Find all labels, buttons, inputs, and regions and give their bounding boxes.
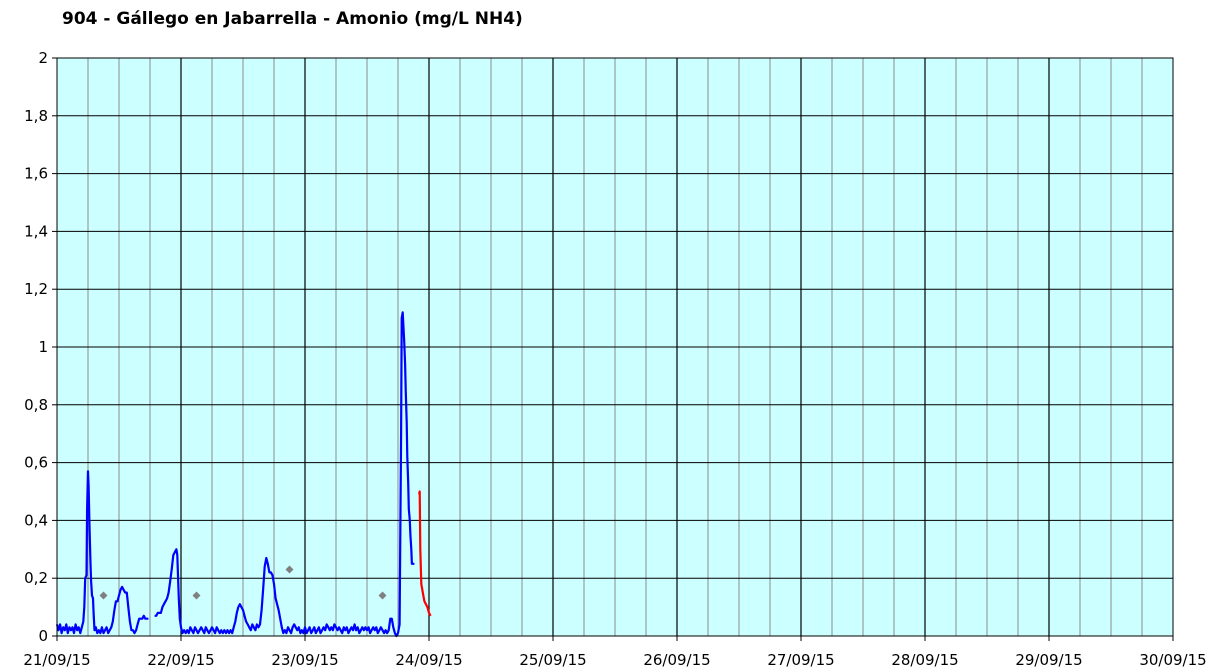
x-tick-label: 23/09/15: [271, 651, 338, 669]
y-tick-label: 0,4: [24, 511, 48, 529]
y-tick-label: 0,8: [24, 396, 48, 414]
series-line-blue: [154, 311, 415, 638]
y-tick-label: 1,6: [24, 165, 48, 183]
data-point-marker: [378, 591, 387, 600]
data-point-marker: [99, 591, 108, 600]
x-tick-label: 25/09/15: [519, 651, 586, 669]
x-tick-label: 26/09/15: [643, 651, 710, 669]
major-gridlines: [57, 58, 1173, 636]
x-tick-label: 24/09/15: [395, 651, 462, 669]
series-line-blue: [55, 470, 149, 635]
y-tick-label: 0,6: [24, 454, 48, 472]
x-axis: 21/09/15 22/09/15 23/09/15 24/09/15 25/09/15…: [23, 636, 1207, 669]
x-tick-label: 29/09/15: [1015, 651, 1082, 669]
y-axis: 0 0,2 0,4 0,6 0,8 1 1,2 1,4 1,6 1,8 2: [24, 49, 57, 645]
y-tick-label: 1,4: [24, 222, 48, 240]
y-tick-label: 1,2: [24, 280, 48, 298]
chart-title: 904 - Gállego en Jabarrella - Amonio (mg…: [62, 9, 523, 29]
y-tick-label: 2: [38, 49, 48, 67]
data-point-marker: [192, 591, 201, 600]
y-tick-label: 1,8: [24, 107, 48, 125]
x-tick-label: 22/09/15: [147, 651, 214, 669]
y-tick-label: 0: [38, 627, 48, 645]
series-line-red: [418, 490, 432, 617]
y-tick-label: 0,2: [24, 569, 48, 587]
x-tick-label: 27/09/15: [767, 651, 834, 669]
y-tick-label: 1: [38, 338, 48, 356]
x-tick-label: 28/09/15: [891, 651, 958, 669]
marker-layer: [99, 565, 387, 600]
data-point-marker: [285, 565, 294, 574]
x-tick-label: 30/09/15: [1139, 651, 1206, 669]
series-layer: [55, 311, 432, 638]
x-tick-label: 21/09/15: [23, 651, 90, 669]
